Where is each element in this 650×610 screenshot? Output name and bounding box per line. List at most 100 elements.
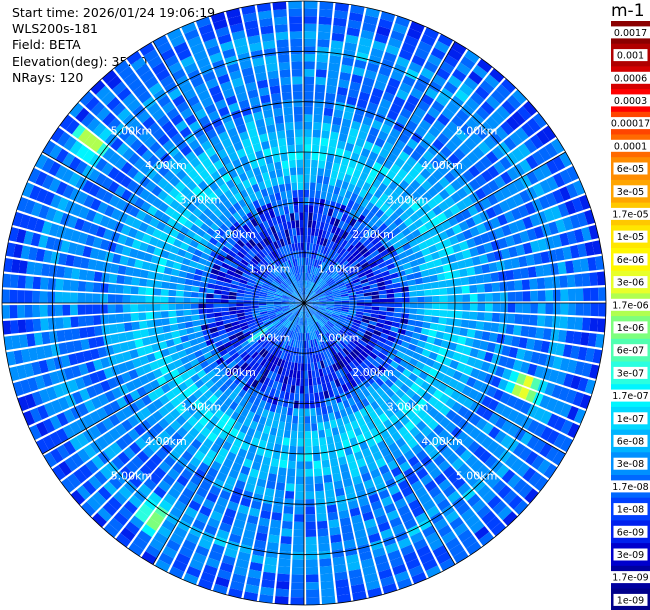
ppi-gate [524,488,539,504]
ppi-gate [428,407,439,419]
ppi-gate [244,584,260,594]
ppi-gate [326,305,335,308]
ppi-gate [428,125,441,138]
ppi-gate [464,258,474,268]
ppi-gate [574,361,585,376]
ppi-gate [416,308,425,315]
ppi-gate [373,344,383,352]
ppi-gate [268,170,277,180]
ppi-gate [341,239,348,248]
ppi-gate [537,459,551,475]
ppi-gate [269,526,281,536]
ppi-gate [341,231,349,240]
ppi-gate [206,308,214,314]
ppi-gate [62,316,72,329]
ppi-gate [263,342,271,350]
ppi-gate [310,282,316,290]
ppi-gate [298,408,304,417]
ppi-gate [332,312,340,317]
ppi-gate [274,373,281,382]
ppi-gate [322,285,330,291]
ppi-gate [320,271,326,279]
ppi-gate [366,211,375,221]
range-ring-label: 5.00km [456,470,498,483]
ppi-gate [324,255,331,264]
ppi-gate [366,355,375,364]
ppi-gate [597,318,606,333]
ppi-gate [282,198,288,207]
ppi-gate [475,85,490,100]
ppi-gate [431,288,440,296]
ppi-gate [402,303,410,308]
ppi-gate [305,544,318,553]
ppi-gate [416,545,431,558]
ppi-gate [317,39,330,48]
ppi-gate [71,328,81,340]
ppi-gate [304,303,310,309]
ppi-gate [305,272,307,281]
ppi-gate [280,343,286,352]
ppi-gate [444,246,455,256]
ppi-gate [378,412,389,423]
ppi-gate [514,314,523,325]
ppi-gate [380,383,390,393]
ppi-gate [312,331,316,340]
ppi-gate [138,312,147,321]
ppi-gate [173,500,187,513]
ppi-gate [292,197,299,206]
ppi-gate [304,129,312,138]
ppi-gate [361,208,370,218]
ppi-gate [297,317,301,325]
ppi-gate [460,277,470,286]
ppi-gate [373,507,386,518]
ppi-gate [266,362,274,371]
ppi-gate [304,295,306,303]
ppi-gate [359,275,368,281]
ppi-gate [313,114,323,123]
ppi-gate [129,389,141,402]
ppi-gate [544,276,553,289]
ppi-gate [515,219,527,232]
ppi-gate [314,392,320,401]
ppi-gate [378,464,390,475]
ppi-gate [221,294,229,300]
ppi-gate [311,297,319,301]
ppi-gate [470,459,484,473]
ppi-gate [469,303,478,311]
ppi-gate [399,461,411,473]
ppi-gate [304,53,316,62]
ppi-gate [392,282,401,289]
ppi-gate [378,568,393,580]
ppi-gate [278,137,287,147]
ppi-gate [256,478,267,488]
ppi-gate [373,80,387,91]
ppi-gate [336,417,344,427]
ppi-gate [292,339,297,348]
ppi-gate [404,330,414,338]
ppi-gate [333,293,341,297]
range-ring-label: 1.00km [318,332,360,345]
ppi-gate [391,448,403,460]
ppi-gate [592,240,602,255]
ppi-gate [265,418,273,427]
ppi-gate [133,489,148,503]
ppi-gate [424,296,433,303]
ppi-gate [516,462,530,478]
ppi-gate [546,397,558,412]
ppi-gate [292,76,303,85]
ppi-gate [326,298,335,301]
ppi-gate [172,462,185,475]
ppi-gate [168,449,181,462]
ppi-gate [405,388,416,399]
ppi-gate [449,166,462,179]
ppi-gate [456,502,471,516]
ppi-gate [408,314,417,320]
ppi-gate [85,304,93,315]
ppi-gate [318,298,327,301]
ppi-gate [526,117,541,133]
ppi-gate [142,445,155,458]
ppi-gate [116,274,125,285]
ppi-gate [324,168,332,178]
ppi-gate [321,272,328,280]
ppi-gate [347,286,355,291]
